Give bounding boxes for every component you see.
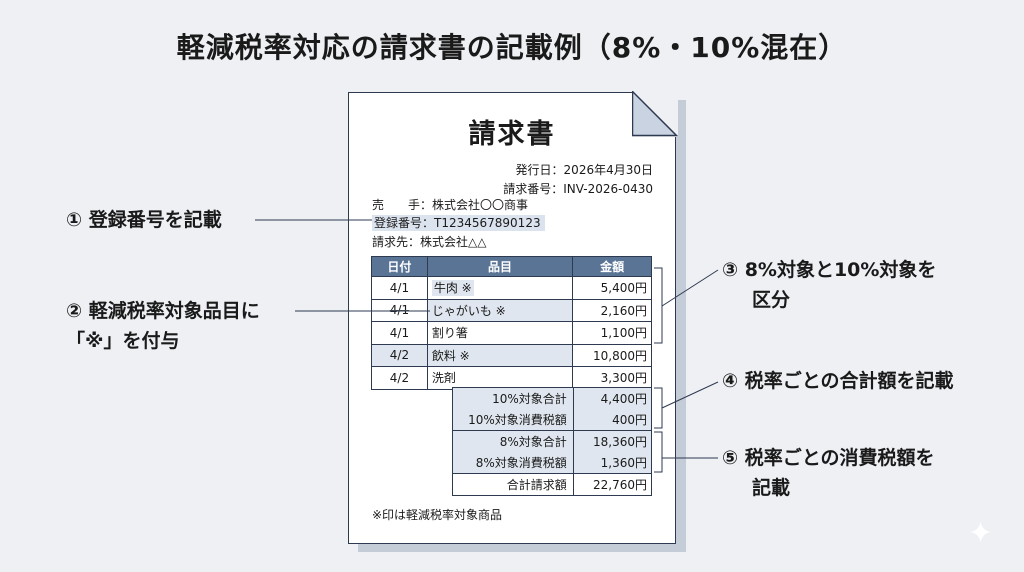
table-row: 4/1 割り箸 1,100円 [371, 321, 652, 345]
table-row: 4/1 じゃがいも ※ 2,160円 [371, 298, 652, 322]
callout-reduced-mark: ② 軽減税率対象品目に 「※」を付与 [66, 296, 260, 356]
ten-percent-total-value: 4,400円 [572, 388, 651, 409]
column-header-item: 品目 [426, 256, 574, 277]
row-amount: 2,160円 [572, 298, 652, 322]
eight-percent-total-value: 18,360円 [572, 431, 651, 452]
callout-reduced-mark-line2: 「※」を付与 [66, 330, 180, 352]
seller-name: 売 手：株式会社〇〇商事 [372, 198, 529, 212]
sparkle-icon: ✦ [968, 516, 994, 551]
invoice-number: 請求番号：INV-2026-0430 [503, 182, 653, 196]
row-amount: 1,100円 [572, 321, 652, 345]
column-header-amount: 金額 [572, 256, 652, 277]
ten-percent-tax-label: 10%対象消費税額 [468, 413, 567, 427]
callout-rate-tax-line2: 記載 [752, 477, 791, 499]
bracket-4 [654, 387, 663, 429]
row-item: 割り箸 [426, 321, 574, 345]
callout-rate-tax: ⑤ 税率ごとの消費税額を 記載 [722, 443, 935, 503]
ten-percent-total-row: 10%対象合計 4,400円 [453, 388, 651, 409]
eight-percent-tax-label: 8%対象消費税額 [475, 456, 567, 470]
grand-total-value: 22,760円 [572, 474, 651, 495]
invoice-title: 請求書 [468, 119, 556, 150]
reduced-rate-note: ※印は軽減税率対象商品 [372, 508, 503, 522]
eight-percent-tax-row: 8%対象消費税額 1,360円 [453, 452, 651, 473]
registration-number-row: 登録番号：T1234567890123 [372, 214, 545, 231]
callout-rate-separation-line1: ③ 8%対象と10%対象を [722, 259, 937, 281]
buyer-name: 請求先：株式会社△△ [372, 235, 487, 249]
ten-percent-tax-row: 10%対象消費税額 400円 [453, 409, 651, 430]
connector-3 [661, 269, 719, 307]
ten-percent-total-label: 10%対象合計 [492, 392, 567, 406]
page-title: 軽減税率対応の請求書の記載例（8%・10%混在） [176, 31, 848, 64]
callout-rate-separation-line2: 区分 [752, 289, 791, 311]
table-row: 4/2 飲料 ※ 10,800円 [371, 343, 652, 367]
callout-registration-number: ① 登録番号を記載 [66, 209, 222, 231]
eight-percent-block: 8%対象合計 18,360円 8%対象消費税額 1,360円 [452, 430, 652, 474]
registration-number: 登録番号：T1234567890123 [372, 215, 545, 231]
row-item: 牛肉 ※ [426, 276, 574, 300]
callout-rate-tax-line1: ⑤ 税率ごとの消費税額を [722, 447, 935, 469]
grand-total-row: 合計請求額 22,760円 [453, 474, 651, 495]
reduced-item-label: 牛肉 ※ [431, 280, 474, 297]
grand-total-block: 合計請求額 22,760円 [452, 474, 652, 496]
row-item: じゃがいも ※ [426, 298, 574, 322]
table-row: 4/2 洗剤 3,300円 [371, 366, 652, 390]
callout-rate-separation: ③ 8%対象と10%対象を 区分 [722, 255, 936, 315]
bracket-3 [654, 267, 663, 344]
bracket-5 [654, 431, 663, 473]
grand-total-label: 合計請求額 [506, 478, 567, 492]
eight-percent-total-label: 8%対象合計 [499, 435, 567, 449]
column-header-date: 日付 [371, 256, 428, 277]
invoice-items-table: 日付 品目 金額 4/1 牛肉 ※ 5,400円 4/1 じゃがいも ※ 2,1… [371, 256, 652, 390]
row-date: 4/1 [371, 321, 428, 345]
table-row: 4/1 牛肉 ※ 5,400円 [371, 276, 652, 300]
table-header-row: 日付 品目 金額 [371, 256, 652, 277]
connector-4 [661, 381, 719, 409]
ten-percent-tax-value: 400円 [572, 409, 651, 430]
eight-percent-tax-value: 1,360円 [572, 452, 651, 473]
folded-corner-icon [632, 91, 678, 137]
issue-date: 発行日：2026年4月30日 [515, 163, 653, 177]
callout-reduced-mark-line1: ② 軽減税率対象品目に [66, 300, 260, 322]
eight-percent-summary: 8%対象合計 18,360円 8%対象消費税額 1,360円 合計請求額 22,… [452, 430, 652, 496]
eight-percent-total-row: 8%対象合計 18,360円 [453, 431, 651, 452]
row-date: 4/2 [371, 343, 428, 367]
callout-rate-totals: ④ 税率ごとの合計額を記載 [722, 370, 954, 392]
